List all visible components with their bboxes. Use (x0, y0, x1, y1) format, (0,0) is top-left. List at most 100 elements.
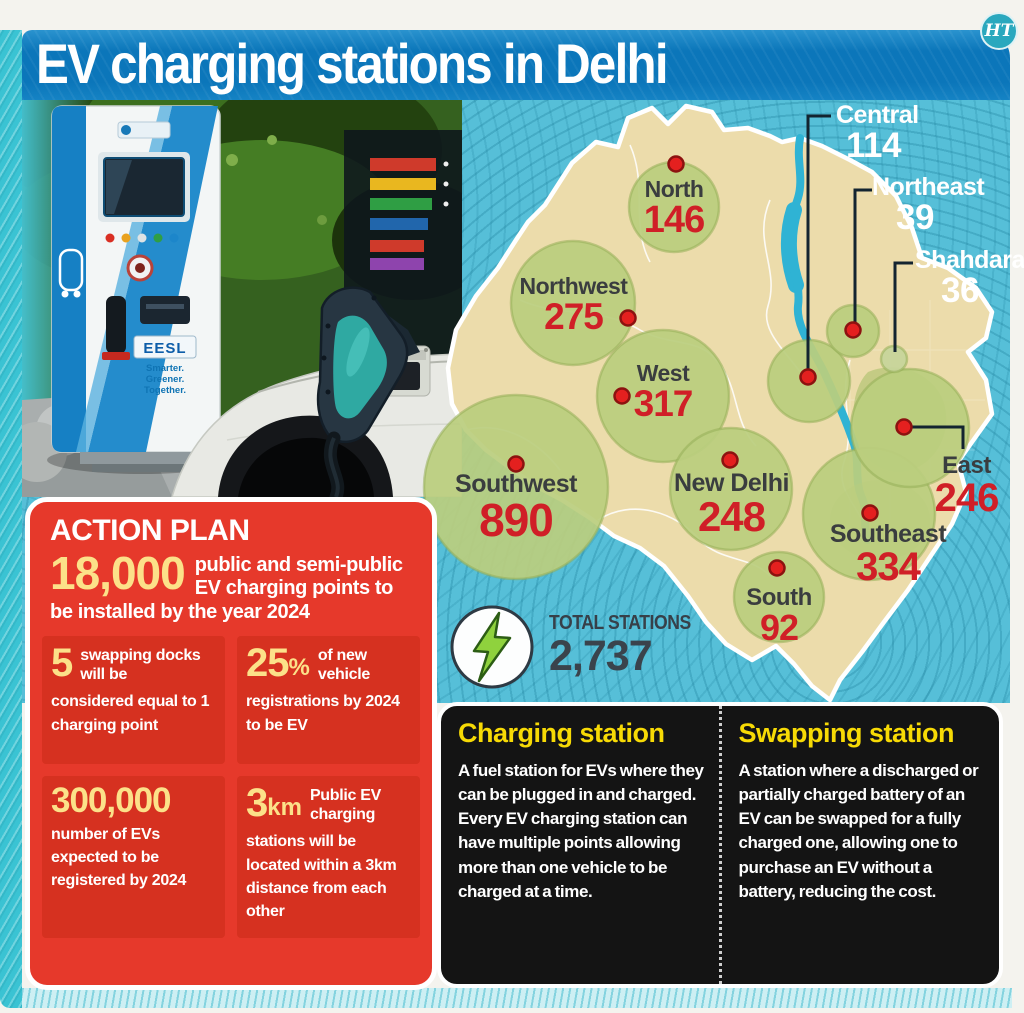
pointer-lines (806, 114, 965, 449)
bubble-new-delhi (668, 426, 794, 552)
ht-logo: HT (980, 12, 1018, 50)
ev-charging-photo: EESL Smarter. Greener. Together. (22, 100, 462, 497)
total-stations-label: TOTAL STATIONS (549, 612, 691, 634)
region-label-south: South 92 (719, 585, 839, 646)
region-name: West (636, 360, 690, 386)
total-stations-value: 2,737 (549, 632, 653, 680)
kiosk-brand-text: EESL (143, 340, 186, 357)
region-label-northwest: Northwest 275 (491, 274, 656, 335)
pointer-line-east (906, 425, 965, 449)
region-value: 146 (643, 199, 705, 242)
box-side-text: Public EV charging (309, 787, 382, 824)
region-label-southeast: Southeast 334 (798, 521, 978, 588)
action-box-station-distance: 3 km Public EV charging stations will be… (237, 776, 420, 938)
box-body-text: registrations by 2024 to be EV (246, 693, 400, 734)
box-body-text: number of EVs expected to be registered … (51, 825, 187, 889)
region-name: Southwest (455, 470, 577, 498)
region-label-new-delhi: New Delhi 248 (650, 470, 813, 538)
definition-title: Charging station (458, 718, 665, 748)
kiosk-tagline-3: Together. (144, 385, 186, 396)
dot-northeast (844, 321, 862, 339)
kiosk-indicator-dots (105, 233, 179, 243)
box-number: 5 (51, 641, 73, 685)
dot-east (895, 418, 913, 436)
region-name: South (746, 584, 812, 611)
action-plan-lead: 18,000 public and semi-public EV chargin… (50, 547, 420, 624)
box-side-text: swapping docks will be (80, 647, 201, 684)
region-value: 248 (697, 493, 766, 541)
box-number-suffix: % (288, 654, 310, 681)
action-plan-heading: ACTION PLAN (50, 514, 250, 547)
box-side-text: of new vehicle (317, 647, 371, 684)
pointer-line-shahdara (893, 261, 913, 352)
region-value: 890 (479, 494, 554, 547)
lead-number: 18,000 (50, 547, 186, 599)
definition-title: Swapping station (738, 718, 955, 748)
box-body-text: considered equal to 1 charging point (51, 693, 210, 734)
bubble-northwest (509, 239, 637, 367)
callout-label-shahdara: Shahdara 36 (915, 248, 1024, 310)
action-box-ev-registrations: 25 % of new vehicle registrations by 202… (237, 636, 420, 764)
region-name: Northwest (519, 273, 628, 299)
region-value: 92 (759, 607, 799, 649)
region-label-west: West 317 (603, 361, 723, 422)
region-value: 275 (544, 296, 604, 338)
kiosk-tagline-2: Greener. (146, 374, 185, 385)
definition-body: A fuel station for EVs where they can be… (458, 761, 704, 901)
kiosk-car-icon (58, 248, 84, 298)
region-label-southwest: Southwest 890 (426, 470, 606, 547)
region-name: Shahdara (915, 246, 1024, 274)
page-title: EV charging stations in Delhi (36, 32, 669, 95)
region-label-north: North 146 (614, 177, 734, 239)
definitions-panel: Charging station A fuel station for EVs … (437, 702, 1003, 988)
callout-label-northeast: Northeast 39 (872, 173, 985, 237)
swapping-station-definition: Swapping station A station where a disch… (718, 706, 1000, 984)
white-car (171, 286, 462, 497)
region-name: Northeast (872, 173, 985, 201)
total-stations-text: TOTAL STATIONS 2,737 (549, 612, 710, 690)
bottom-border-strip (22, 988, 1012, 1008)
charging-kiosk: EESL Smarter. Greener. Together. (47, 105, 237, 474)
pointer-line-northeast (853, 188, 872, 327)
action-box-ev-count: 300,000 number of EVs expected to be reg… (42, 776, 225, 938)
dot-southwest (507, 455, 525, 473)
region-bubbles (422, 160, 971, 644)
dot-new-delhi (721, 451, 739, 469)
left-border-strip (0, 30, 22, 1008)
dot-central (799, 368, 817, 386)
box-body-text: stations will be located within a 3km di… (246, 833, 397, 920)
region-value: 114 (846, 126, 901, 165)
action-box-swapping-docks: 5 swapping docks will be considered equa… (42, 636, 225, 764)
action-plan-panel: ACTION PLAN 18,000 public and semi-publi… (25, 497, 437, 990)
dot-northwest (619, 309, 637, 327)
region-value: 317 (633, 383, 694, 425)
dot-north (667, 155, 685, 173)
box-number: 300,000 (51, 781, 172, 820)
callout-label-central: Central 114 (836, 103, 919, 165)
definition-body: A station where a discharged or partiall… (738, 761, 979, 901)
kiosk-tagline-1: Smarter. (146, 363, 184, 374)
region-label-east: East 246 (903, 453, 1024, 518)
lightning-icon (450, 605, 534, 689)
action-plan-grid: 5 swapping docks will be considered equa… (42, 636, 420, 938)
region-value: 39 (896, 198, 934, 237)
region-name: Central (836, 101, 919, 129)
dot-southeast (861, 504, 879, 522)
title-banner: EV charging stations in Delhi (22, 30, 1010, 100)
bubble-west (595, 328, 731, 464)
bubble-southwest (422, 393, 610, 581)
box-number: 25 (246, 641, 289, 685)
box-number-suffix: km (267, 794, 302, 821)
dot-south (768, 559, 786, 577)
box-number: 3 (246, 781, 268, 825)
region-value: 36 (941, 271, 979, 310)
region-name: East (942, 452, 991, 479)
delhi-map (422, 103, 995, 703)
charging-station-definition: Charging station A fuel station for EVs … (441, 706, 719, 984)
region-name: New Delhi (674, 469, 789, 497)
station-dots (507, 155, 913, 577)
total-stations: TOTAL STATIONS 2,737 (449, 604, 710, 690)
lead-body-text: be installed by the year 2024 (50, 601, 310, 623)
region-name: North (644, 176, 704, 202)
